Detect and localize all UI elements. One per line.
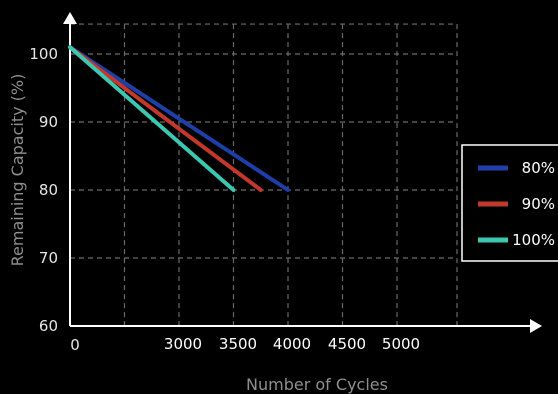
x-tick-label: 4500 (328, 335, 366, 353)
x-tick-label-origin: 0 (70, 336, 80, 354)
x-tick-labels: 0 3000 3500 4000 4500 5000 (70, 335, 420, 354)
x-tick-label: 3500 (219, 335, 257, 353)
series-line (70, 47, 234, 190)
x-tick-label: 4000 (273, 335, 311, 353)
y-tick-labels: 100 90 80 70 60 (29, 45, 58, 335)
y-tick-label: 90 (39, 113, 58, 131)
y-tick-label: 70 (39, 249, 58, 267)
x-tick-label: 5000 (382, 335, 420, 353)
legend-label: 90% (522, 195, 555, 213)
legend-label: 100% (512, 231, 555, 249)
y-axis-label: Remaining Capacity (%) (8, 74, 27, 267)
y-tick-label: 80 (39, 181, 58, 199)
y-tick-label: 60 (39, 317, 58, 335)
legend-label: 80% (522, 159, 555, 177)
y-axis-arrow-icon (63, 12, 77, 24)
x-axis-label: Number of Cycles (246, 375, 388, 394)
x-tick-label: 3000 (164, 335, 202, 353)
legend: 80% 90% 100% (462, 145, 558, 261)
series-line (70, 47, 261, 190)
y-tick-label: 100 (29, 45, 58, 63)
x-axis-arrow-icon (530, 319, 542, 333)
